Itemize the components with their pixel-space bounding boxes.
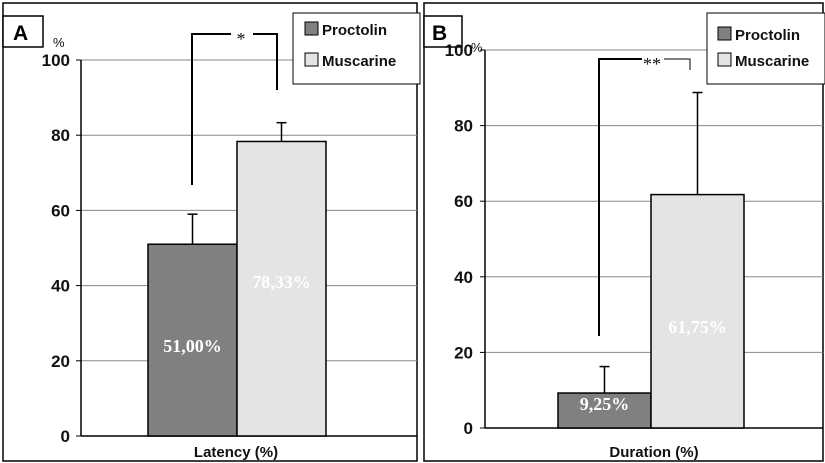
panel-a-significance-marker: * bbox=[237, 29, 246, 49]
panel-a-data-label-muscarine: 78,33% bbox=[252, 272, 311, 292]
panel-a-y-tick-label: 40 bbox=[51, 277, 70, 296]
panel-a-legend-label-proctolin: Proctolin bbox=[322, 22, 387, 39]
panel-b-legend-swatch-proctolin bbox=[717, 26, 732, 41]
panel-b-letter-box bbox=[423, 15, 463, 48]
panel-b-y-tick-label: 80 bbox=[454, 117, 473, 136]
panel-a-significance-bracket-left bbox=[191, 33, 231, 185]
panel-b-y-tick-label: 100 bbox=[445, 41, 473, 60]
panel-b-frame bbox=[423, 2, 824, 462]
panel-b-significance-marker: ** bbox=[643, 54, 661, 74]
panel-a: A % 0 20 40 60 80 100 51,00% 78,33% * Latency (%… bbox=[2, 2, 421, 462]
panel-b-x-axis-label: Duration (%) bbox=[609, 444, 698, 461]
panel-a-legend-swatch-muscarine bbox=[304, 52, 319, 67]
panel-a-plot: 0 20 40 60 80 100 51,00% 78,33% * bbox=[42, 29, 417, 446]
panel-a-significance-bracket-right bbox=[253, 33, 278, 90]
panel-a-y-tick-label: 60 bbox=[51, 201, 70, 220]
panel-a-y-tick-label: 80 bbox=[51, 126, 70, 145]
panel-b-legend: Proctolin Muscarine bbox=[706, 12, 825, 85]
panel-a-y-tick-label: 20 bbox=[51, 352, 70, 371]
panel-a-legend: Proctolin Muscarine bbox=[292, 12, 421, 85]
panel-a-letter-box bbox=[2, 15, 44, 48]
panel-b-y-tick-label: 0 bbox=[464, 419, 473, 438]
panel-b-y-tick-label: 20 bbox=[454, 343, 473, 362]
panel-a-data-label-proctolin: 51,00% bbox=[163, 336, 222, 356]
panel-a-bar-proctolin bbox=[147, 243, 238, 437]
panel-b-y-tick-label: 60 bbox=[454, 192, 473, 211]
panel-b-data-label-proctolin: 9,25% bbox=[580, 394, 630, 414]
panel-b-legend-swatch-muscarine bbox=[717, 52, 732, 67]
panel-b-legend-label-muscarine: Muscarine bbox=[735, 53, 809, 70]
panel-a-unit-label: % bbox=[53, 35, 65, 50]
panel-b-legend-box bbox=[706, 12, 825, 85]
panel-b-unit-label: % bbox=[471, 40, 483, 55]
panel-b-significance-bracket-left bbox=[598, 58, 642, 336]
panel-a-letter: A bbox=[13, 22, 28, 45]
panel-a-y-tick-label: 0 bbox=[61, 427, 70, 446]
panel-a-legend-swatch-proctolin bbox=[304, 21, 319, 36]
panel-b-legend-label-proctolin: Proctolin bbox=[735, 27, 800, 44]
panel-a-y-tick-label: 100 bbox=[42, 51, 70, 70]
panel-a-x-axis-label: Latency (%) bbox=[194, 444, 278, 461]
panel-b-bar-muscarine bbox=[650, 193, 745, 429]
panel-b-plot: 0 20 40 60 80 100 9,25% 61,75% ** bbox=[445, 41, 823, 438]
panel-b: B % 0 20 40 60 80 100 9,25% 61,75% ** Duration (… bbox=[423, 2, 825, 462]
panel-a-frame bbox=[2, 2, 418, 462]
panel-b-data-label-muscarine: 61,75% bbox=[668, 317, 727, 337]
panel-a-legend-label-muscarine: Muscarine bbox=[322, 53, 396, 70]
panel-b-letter: B bbox=[432, 22, 447, 45]
panel-b-significance-bracket-right bbox=[664, 58, 691, 70]
panel-b-y-tick-label: 40 bbox=[454, 268, 473, 287]
